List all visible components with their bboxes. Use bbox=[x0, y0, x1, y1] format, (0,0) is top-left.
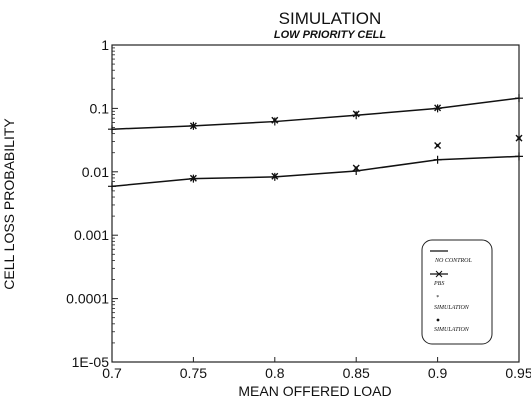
legend-marker-pbs bbox=[435, 270, 443, 278]
simulation-dot bbox=[354, 112, 358, 116]
y-tick-label: 0.0001 bbox=[66, 291, 109, 307]
series-line-0 bbox=[111, 97, 520, 130]
legend-marker-sim-2 bbox=[436, 318, 440, 322]
series-1-point bbox=[433, 155, 442, 164]
y-axis-label: CELL LOSS PROBABILITY bbox=[1, 118, 17, 290]
chart-subtitle: LOW PRIORITY CELL bbox=[274, 29, 387, 41]
legend-label-pbs: PBS bbox=[433, 281, 444, 287]
series-1-point bbox=[515, 152, 523, 161]
legend-label-sim-1: SIMULATION bbox=[434, 305, 470, 311]
legend: NO CONTROL PBS * SIMULATION SIMULATION bbox=[421, 239, 493, 345]
simulation-dot bbox=[273, 174, 277, 178]
y-tick-label: 1E-05 bbox=[72, 354, 110, 370]
x-tick-label: 0.8 bbox=[265, 365, 285, 381]
legend-marker-sim-1: * bbox=[436, 295, 439, 301]
x-tick-label: 0.9 bbox=[428, 365, 448, 381]
y-tick-label: 0.001 bbox=[74, 227, 109, 243]
simulation-dot bbox=[273, 118, 277, 122]
chart-title: SIMULATION bbox=[279, 9, 382, 28]
simulation-dot bbox=[354, 166, 358, 170]
legend-label-sim-2: SIMULATION bbox=[434, 327, 470, 333]
series-0-point bbox=[515, 94, 523, 103]
series-0-point bbox=[108, 125, 116, 134]
x-tick-label: 0.7 bbox=[102, 365, 122, 381]
simulation-dot bbox=[191, 124, 195, 128]
x-tick-label: 0.95 bbox=[505, 365, 531, 381]
x-axis-label: MEAN OFFERED LOAD bbox=[238, 383, 391, 399]
series-line-1 bbox=[111, 155, 520, 188]
legend-label-no-control: NO CONTROL bbox=[434, 258, 473, 264]
x-tick-label: 0.85 bbox=[343, 365, 370, 381]
plot-frame bbox=[111, 44, 520, 363]
x-tick-label: 0.75 bbox=[180, 365, 207, 381]
y-tick-label: 0.01 bbox=[82, 164, 109, 180]
simulation-dot bbox=[436, 106, 440, 110]
y-tick-label: 1 bbox=[101, 37, 109, 53]
simulation-dot bbox=[436, 143, 440, 148]
legend-box bbox=[421, 239, 493, 345]
simulation-dot bbox=[517, 136, 521, 140]
y-tick-label: 0.1 bbox=[90, 100, 110, 116]
series-1-point bbox=[108, 182, 116, 191]
simulation-dot bbox=[191, 176, 195, 180]
